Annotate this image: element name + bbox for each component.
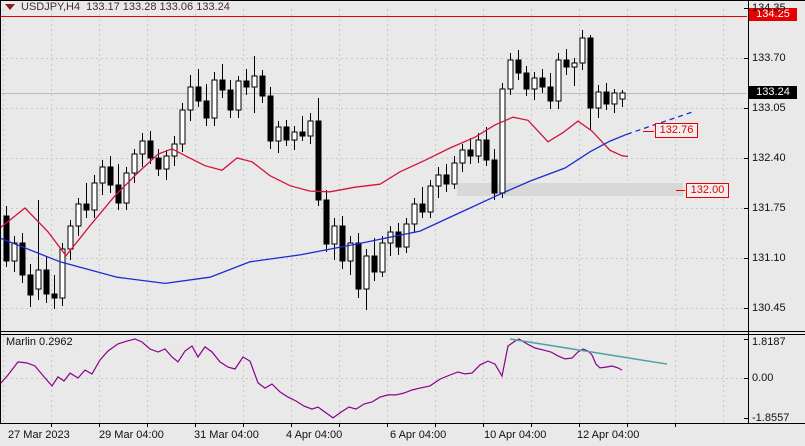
date-label: 27 Mar 2023	[8, 429, 70, 441]
price-tick-label: 130.45	[752, 302, 786, 314]
ma-slow-line	[1, 133, 628, 285]
ma-projection-dashed-line	[626, 110, 696, 135]
symbol-ohlc: 133.17 133.28 133.06 133.24	[86, 1, 230, 13]
indicator-name: Marlin	[6, 336, 36, 348]
date-label: 12 Apr 04:00	[577, 429, 640, 441]
panel-borders	[0, 0, 805, 427]
indicator-trendline	[509, 338, 668, 365]
indicator-tick-label: 0.00	[752, 372, 774, 384]
symbol-title: USDJPY,H4	[21, 1, 81, 13]
date-label: 4 Apr 04:00	[286, 429, 343, 441]
price-tag-resistance[interactable]: 134.25	[749, 8, 797, 21]
candlesticks	[3, 30, 626, 310]
ma-fast-line	[1, 116, 629, 257]
indicator-panel[interactable]	[0, 335, 747, 422]
price-tick-label: 131.10	[752, 252, 786, 264]
date-label: 29 Mar 04:00	[99, 429, 164, 441]
price-tick-label: 132.40	[752, 152, 786, 164]
date-label: 10 Apr 04:00	[484, 429, 547, 441]
symbol-dropdown-icon[interactable]	[5, 4, 15, 10]
price-tag-support[interactable]: 132.00	[686, 183, 729, 198]
price-tick-label: 134.35	[752, 2, 786, 14]
symbol-header[interactable]: USDJPY,H4 133.17 133.28 133.06 133.24	[5, 1, 230, 13]
indicator-label: Marlin 0.2962	[6, 336, 73, 348]
price-tick-label: 133.05	[752, 102, 786, 114]
price-tick-label: 133.70	[752, 52, 786, 64]
support-zone-band	[457, 183, 683, 196]
indicator-tick-label: -1.8557	[752, 412, 790, 424]
main-panel[interactable]	[0, 9, 747, 331]
indicator-value: 0.2962	[39, 336, 73, 348]
price-tag-current: 133.24	[749, 86, 797, 99]
price-tick-label: 131.75	[752, 202, 786, 214]
date-label: 6 Apr 04:00	[390, 429, 447, 441]
indicator-tick-label: 1.8187	[752, 336, 786, 348]
marlin-line	[1, 338, 623, 419]
date-label: 31 Mar 04:00	[194, 429, 259, 441]
price-tag-forecast[interactable]: 132.76	[655, 123, 698, 138]
